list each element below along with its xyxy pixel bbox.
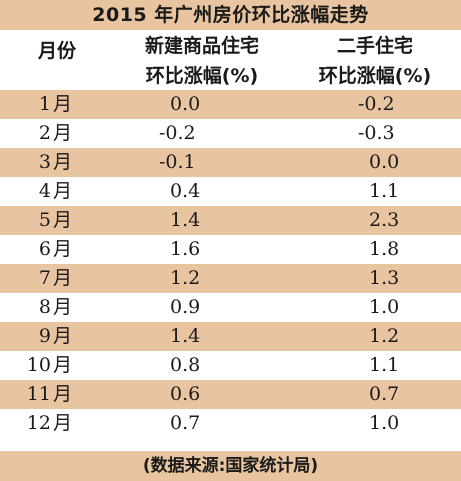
table-header: 月份 新建商品住宅 环比涨幅(%) 二手住宅 环比涨幅(%) — [0, 30, 461, 90]
new-housing-value: -0.1 — [159, 151, 196, 173]
month-unit: 月 — [52, 383, 72, 405]
month-cell: 10 月 — [27, 351, 72, 380]
new-housing-value: 0.6 — [170, 383, 201, 405]
second-hand-value: 1.2 — [369, 325, 400, 347]
header-second-hand: 二手住宅 环比涨幅(%) — [300, 31, 450, 91]
table-row: 10 月 0.8 1.1 — [0, 351, 461, 380]
month-unit: 月 — [52, 122, 72, 144]
month-unit: 月 — [52, 296, 72, 318]
table-row: 2 月 -0.2 -0.3 — [0, 119, 461, 148]
header-second-line2: 环比涨幅(%) — [318, 65, 432, 87]
second-hand-value: 0.7 — [369, 383, 400, 405]
second-hand-value: 1.3 — [369, 267, 400, 289]
month-unit: 月 — [52, 354, 72, 376]
month-unit: 月 — [52, 180, 72, 202]
new-housing-value: 1.4 — [170, 325, 201, 347]
month-number: 10 — [26, 354, 51, 376]
month-number: 11 — [26, 383, 51, 405]
second-hand-value: -0.2 — [358, 93, 395, 115]
new-housing-value: 0.9 — [170, 296, 201, 318]
month-number: 3 — [38, 151, 51, 173]
header-month: 月份 — [38, 40, 77, 62]
table-body: 1 月 0.0 -0.2 2 月 -0.2 -0.3 3 月 -0.1 0.0 4 月 0.4 1.1 5 月 1.… — [0, 90, 461, 438]
month-number: 8 — [38, 296, 51, 318]
second-hand-value: 1.8 — [369, 238, 400, 260]
second-hand-value: 1.0 — [369, 412, 400, 434]
month-number: 5 — [38, 209, 51, 231]
new-housing-value: 1.4 — [170, 209, 201, 231]
header-new-line1: 新建商品住宅 — [144, 35, 259, 57]
month-cell: 11 月 — [27, 380, 72, 409]
table-row: 1 月 0.0 -0.2 — [0, 90, 461, 119]
month-number: 9 — [38, 325, 51, 347]
new-housing-value: 0.0 — [170, 93, 201, 115]
header-new-housing: 新建商品住宅 环比涨幅(%) — [112, 31, 292, 91]
month-number: 7 — [38, 267, 51, 289]
month-unit: 月 — [52, 93, 72, 115]
table-row: 6 月 1.6 1.8 — [0, 235, 461, 264]
month-number: 6 — [38, 238, 51, 260]
month-unit: 月 — [52, 325, 72, 347]
header-second-line1: 二手住宅 — [336, 35, 413, 57]
second-hand-value: 1.0 — [369, 296, 400, 318]
second-hand-value: 0.0 — [369, 151, 400, 173]
month-unit: 月 — [52, 209, 72, 231]
month-unit: 月 — [52, 151, 72, 173]
second-hand-value: 2.3 — [369, 209, 400, 231]
month-unit: 月 — [52, 412, 72, 434]
month-number: 4 — [38, 180, 51, 202]
second-hand-value: -0.3 — [358, 122, 395, 144]
month-number: 2 — [38, 122, 51, 144]
month-number: 12 — [26, 412, 51, 434]
new-housing-value: 0.7 — [170, 412, 201, 434]
source-note: (数据来源:国家统计局) — [0, 451, 461, 481]
table-row: 12 月 0.7 1.0 — [0, 409, 461, 438]
month-unit: 月 — [52, 267, 72, 289]
table-row: 3 月 -0.1 0.0 — [0, 148, 461, 177]
second-hand-value: 1.1 — [369, 180, 400, 202]
header-new-line2: 环比涨幅(%) — [145, 65, 259, 87]
month-cell: 12 月 — [27, 409, 72, 438]
table-row: 11 月 0.6 0.7 — [0, 380, 461, 409]
table-row: 5 月 1.4 2.3 — [0, 206, 461, 235]
month-number: 1 — [38, 93, 51, 115]
table-row: 9 月 1.4 1.2 — [0, 322, 461, 351]
new-housing-value: 0.4 — [170, 180, 201, 202]
second-hand-value: 1.1 — [369, 354, 400, 376]
table-row: 4 月 0.4 1.1 — [0, 177, 461, 206]
month-unit: 月 — [52, 238, 72, 260]
new-housing-value: 1.6 — [170, 238, 201, 260]
table-row: 8 月 0.9 1.0 — [0, 293, 461, 322]
table-title: 2015 年广州房价环比涨幅走势 — [0, 0, 461, 30]
new-housing-value: 1.2 — [170, 267, 201, 289]
table-row: 7 月 1.2 1.3 — [0, 264, 461, 293]
new-housing-value: 0.8 — [170, 354, 201, 376]
new-housing-value: -0.2 — [159, 122, 196, 144]
